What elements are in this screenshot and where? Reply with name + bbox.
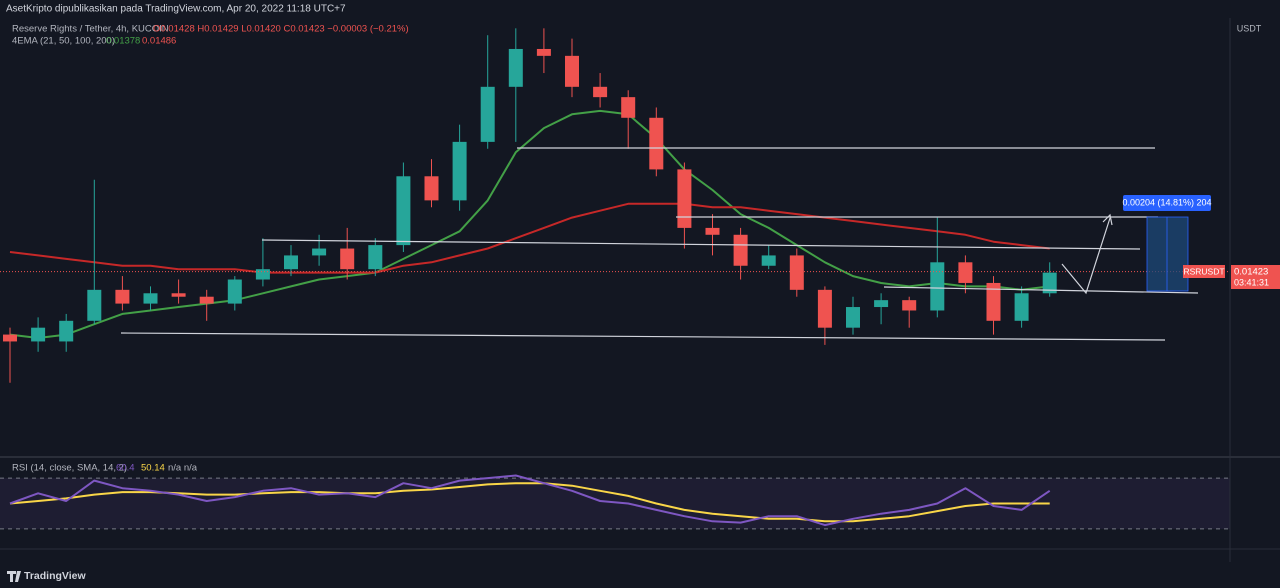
publisher: AsetKripto dipublikasikan pada TradingVi…	[6, 4, 346, 15]
candle-body	[621, 97, 636, 118]
sma-value: 50.14	[141, 463, 165, 474]
header-bar	[0, 0, 1280, 18]
arrow-path	[1061, 217, 1111, 295]
candle-body	[874, 300, 889, 308]
candle-body	[1014, 293, 1029, 321]
candle-body	[115, 289, 130, 304]
candle-body	[565, 55, 579, 87]
ohlc: O0.01428 H0.01429 L0.01420 C0.01423 −0.0…	[153, 24, 409, 35]
candle-body	[817, 289, 832, 328]
candle-body	[958, 262, 973, 283]
candle-body	[902, 300, 917, 311]
candle-body	[1042, 272, 1057, 294]
symbol: Reserve Rights / Tether, 4h, KUCOIN	[12, 24, 169, 35]
rsi-extra: n/a n/a	[168, 463, 198, 474]
trend-line	[120, 332, 1166, 341]
candle-body	[761, 255, 776, 266]
brand: TradingView	[24, 570, 86, 582]
candle-body	[340, 248, 355, 270]
candle-body	[508, 48, 523, 87]
series-line	[9, 202, 1050, 274]
candle-body	[480, 86, 495, 142]
candle-body	[3, 334, 17, 342]
currency: USDT	[1237, 23, 1262, 33]
candle-body	[396, 176, 411, 246]
ema-value: 0.01486	[142, 36, 176, 47]
candle-body	[986, 282, 1001, 321]
candle-body	[312, 248, 327, 256]
candle-body	[649, 117, 664, 170]
series-line	[9, 109, 1050, 339]
candle-body	[593, 86, 608, 98]
drawings	[120, 147, 1199, 341]
candle-body	[452, 141, 467, 201]
candle-body	[143, 293, 158, 304]
countdown: 03:41:31	[1234, 277, 1269, 287]
ema-label: 4EMA (21, 50, 100, 200)	[12, 36, 115, 47]
measure-label: 0.00204 (14.81%) 204	[1122, 197, 1211, 207]
brand-logo	[7, 571, 21, 582]
ticker-tag	[1183, 265, 1225, 278]
candle-body	[199, 296, 214, 304]
candle-body	[368, 245, 383, 270]
trend-line	[261, 239, 1141, 250]
ema-value: 0.01378	[106, 36, 140, 47]
candle-body	[536, 48, 551, 56]
candle-body	[789, 255, 804, 290]
candle-body	[677, 169, 692, 228]
candle-body	[171, 293, 186, 297]
candle-body	[284, 255, 298, 270]
candle-body	[846, 307, 860, 328]
series-line	[9, 474, 1051, 527]
measure-label-box	[1123, 195, 1211, 211]
candle-body	[733, 234, 748, 266]
candle-body	[227, 279, 242, 304]
candle-body	[87, 289, 102, 321]
series-line	[9, 482, 1050, 523]
rsi-label: RSI (14, close, SMA, 14, 2)	[12, 463, 127, 474]
candle-body	[59, 320, 74, 342]
trend-line	[883, 286, 1199, 294]
last-price: 0.01423	[1234, 267, 1268, 278]
candle-body	[930, 262, 945, 311]
candle-body	[255, 269, 270, 280]
marks	[0, 28, 1230, 527]
price-tag	[1231, 265, 1280, 289]
measure-box	[1146, 216, 1189, 292]
rsi-value: 60.4	[116, 463, 135, 474]
ticker: RSRUSDT	[1183, 266, 1224, 276]
footer	[0, 563, 1280, 588]
candle-body	[31, 327, 46, 342]
candle-body	[424, 176, 439, 201]
candle-body	[705, 227, 720, 235]
arrow-head	[1102, 213, 1113, 226]
